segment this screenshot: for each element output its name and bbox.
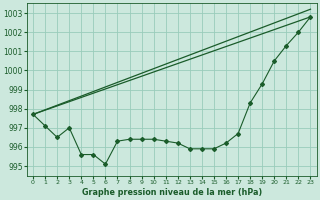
X-axis label: Graphe pression niveau de la mer (hPa): Graphe pression niveau de la mer (hPa) [82, 188, 262, 197]
